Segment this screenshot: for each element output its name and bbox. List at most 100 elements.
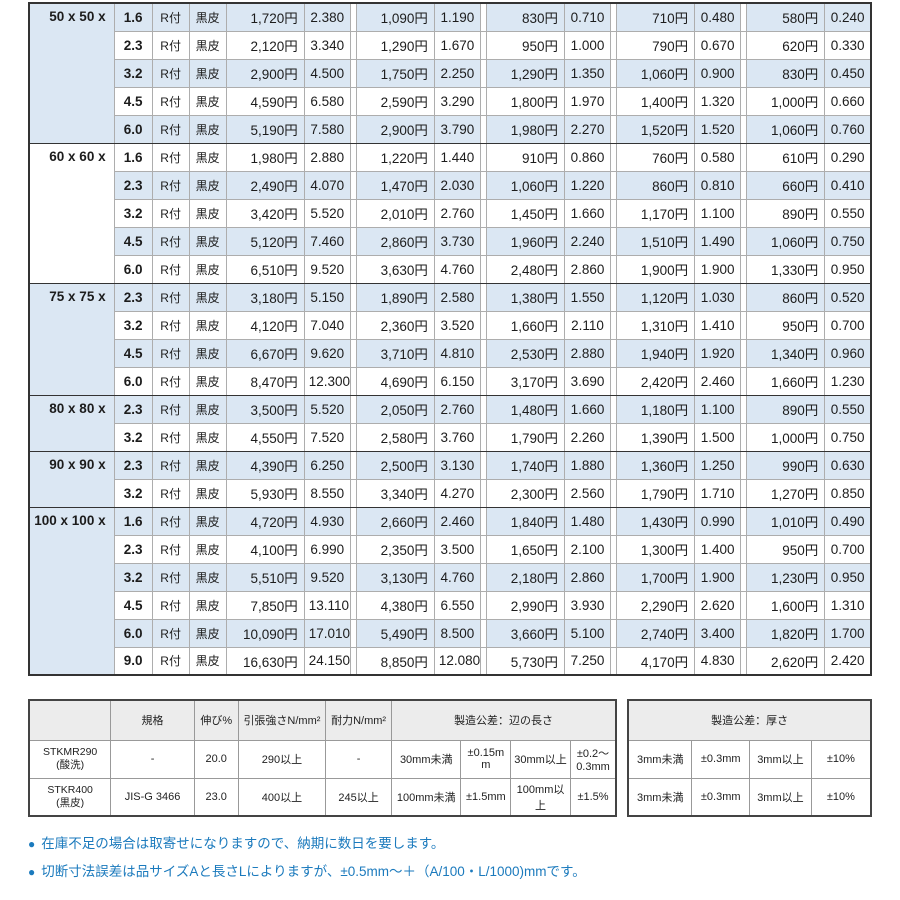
price-cell: 1,430円 xyxy=(616,506,696,536)
weight-cell: 0.660 xyxy=(824,86,872,116)
weight-cell: 4.810 xyxy=(433,338,481,368)
grade-sub: (黒皮) xyxy=(56,796,85,809)
weight-cell: 5.520 xyxy=(303,394,351,424)
weight-cell: 0.700 xyxy=(824,534,872,564)
weight-cell: 2.620 xyxy=(694,590,742,620)
weight-cell: 0.330 xyxy=(824,30,872,60)
table-row: 6.0 R付 黒皮 10,090円 17.010 5,490円 8.500 3,660円 5.1… xyxy=(29,618,872,648)
price-cell: 890円 xyxy=(746,394,826,424)
weight-cell: 7.040 xyxy=(303,310,351,340)
surface-cell: 黒皮 xyxy=(188,254,227,284)
spec-edge-tolerance-cell: ±0.15mm xyxy=(460,739,512,779)
table-row: 60 x 60 x 1.6 R付 黒皮 1,980円 2.880 1,220円 1.440 91… xyxy=(28,142,872,284)
weight-cell: 12.080 xyxy=(433,646,481,676)
price-cell: 5,930円 xyxy=(225,478,305,508)
price-cell: 910円 xyxy=(485,142,566,172)
price-cell: 860円 xyxy=(746,282,826,312)
thickness-cell: 9.0 xyxy=(113,646,153,676)
weight-cell: 0.860 xyxy=(564,142,612,172)
price-cell: 1,270円 xyxy=(746,478,826,508)
price-cell: 2,580円 xyxy=(355,422,435,452)
weight-cell: 1.100 xyxy=(694,394,742,424)
thickness-cell: 6.0 xyxy=(113,254,153,284)
price-cell: 1,890円 xyxy=(355,282,435,312)
weight-cell: 6.550 xyxy=(433,590,481,620)
price-cell: 1,310円 xyxy=(616,310,696,340)
finish-cell: R付 xyxy=(151,646,190,676)
price-cell: 16,630円 xyxy=(225,646,305,676)
table-row: 3.2 R付 黒皮 2,900円 4.500 1,750円 2.250 1,290円 1.350… xyxy=(29,58,872,88)
weight-cell: 5.520 xyxy=(303,198,351,228)
surface-cell: 黒皮 xyxy=(188,58,227,88)
weight-cell: 0.750 xyxy=(824,422,872,452)
price-cell: 2,480円 xyxy=(485,254,566,284)
thickness-cell: 3.2 xyxy=(113,422,153,452)
size-cell: 80 x 80 x xyxy=(28,394,115,452)
price-cell: 3,340円 xyxy=(355,478,435,508)
weight-cell: 0.480 xyxy=(694,2,742,32)
weight-cell: 8.500 xyxy=(433,618,481,648)
price-cell: 2,660円 xyxy=(355,506,435,536)
spec-thickness-tolerance-cell: 3mm以上 xyxy=(749,739,812,779)
table-row: 3.2 R付 黒皮 5,930円 8.550 3,340円 4.270 2,300円 2.560… xyxy=(29,478,872,508)
spec-thickness-tolerance-cell: ±10% xyxy=(810,739,872,779)
weight-cell: 1.400 xyxy=(694,534,742,564)
price-cell: 1,750円 xyxy=(355,58,435,88)
price-cell: 1,330円 xyxy=(746,254,826,284)
weight-cell: 1.550 xyxy=(564,282,612,312)
weight-cell: 24.150 xyxy=(303,646,351,676)
weight-cell: 0.410 xyxy=(824,170,872,200)
surface-cell: 黒皮 xyxy=(188,2,227,32)
weight-cell: 2.260 xyxy=(564,422,612,452)
price-cell: 1,340円 xyxy=(746,338,826,368)
price-cell: 3,630円 xyxy=(355,254,435,284)
weight-cell: 1.880 xyxy=(564,450,612,480)
price-cell: 4,380円 xyxy=(355,590,435,620)
spec-thickness-tolerance-cell: 3mm未満 xyxy=(627,739,693,779)
weight-cell: 2.760 xyxy=(433,394,481,424)
table-row: 4.5 R付 黒皮 7,850円 13.110 4,380円 6.550 2,990円 3.93… xyxy=(29,590,872,620)
weight-cell: 2.860 xyxy=(564,254,612,284)
price-cell: 1,060円 xyxy=(485,170,566,200)
spec-grade-cell: STKR400 (黒皮) xyxy=(28,777,112,817)
thickness-cell: 1.6 xyxy=(113,2,153,32)
price-cell: 1,840円 xyxy=(485,506,566,536)
weight-cell: 1.190 xyxy=(433,2,481,32)
spec-header-row: 規格 伸び% 引張強さN/mm² 耐力N/mm² 製造公差：辺の長さ xyxy=(28,699,617,741)
finish-cell: R付 xyxy=(151,86,190,116)
price-cell: 950円 xyxy=(485,30,566,60)
spec-standard-cell: - xyxy=(110,739,195,779)
price-cell: 2,050円 xyxy=(355,394,435,424)
price-cell: 5,120円 xyxy=(225,226,305,256)
surface-cell: 黒皮 xyxy=(188,142,227,172)
price-cell: 4,590円 xyxy=(225,86,305,116)
finish-cell: R付 xyxy=(151,506,190,536)
price-cell: 1,960円 xyxy=(485,226,566,256)
thickness-cell: 1.6 xyxy=(113,506,153,536)
finish-cell: R付 xyxy=(151,478,190,508)
price-cell: 1,650円 xyxy=(485,534,566,564)
weight-cell: 0.550 xyxy=(824,394,872,424)
weight-cell: 1.920 xyxy=(694,338,742,368)
price-cell: 1,450円 xyxy=(485,198,566,228)
thickness-cell: 3.2 xyxy=(113,310,153,340)
weight-cell: 0.810 xyxy=(694,170,742,200)
price-cell: 1,060円 xyxy=(616,58,696,88)
weight-cell: 1.220 xyxy=(564,170,612,200)
table-row: 6.0 R付 黒皮 8,470円 12.300 4,690円 6.150 3,170円 3.69… xyxy=(29,366,872,396)
table-row: 4.5 R付 黒皮 6,670円 9.620 3,710円 4.810 2,530円 2.880… xyxy=(29,338,872,368)
spec-yield-cell: 245以上 xyxy=(325,777,392,817)
weight-cell: 4.760 xyxy=(433,562,481,592)
price-cell: 4,550円 xyxy=(225,422,305,452)
weight-cell: 8.550 xyxy=(303,478,351,508)
notes-list: ● 在庫不足の場合は取寄せになりますので、納期に数日を要します。 ● 切断寸法誤差は品… xyxy=(28,832,872,880)
price-cell: 2,530円 xyxy=(485,338,566,368)
weight-cell: 1.320 xyxy=(694,86,742,116)
surface-cell: 黒皮 xyxy=(188,366,227,396)
weight-cell: 1.000 xyxy=(564,30,612,60)
finish-cell: R付 xyxy=(151,282,190,312)
price-cell: 1,000円 xyxy=(746,86,826,116)
spec-elongation-cell: 20.0 xyxy=(193,739,239,779)
price-cell: 660円 xyxy=(746,170,826,200)
weight-cell: 1.500 xyxy=(694,422,742,452)
